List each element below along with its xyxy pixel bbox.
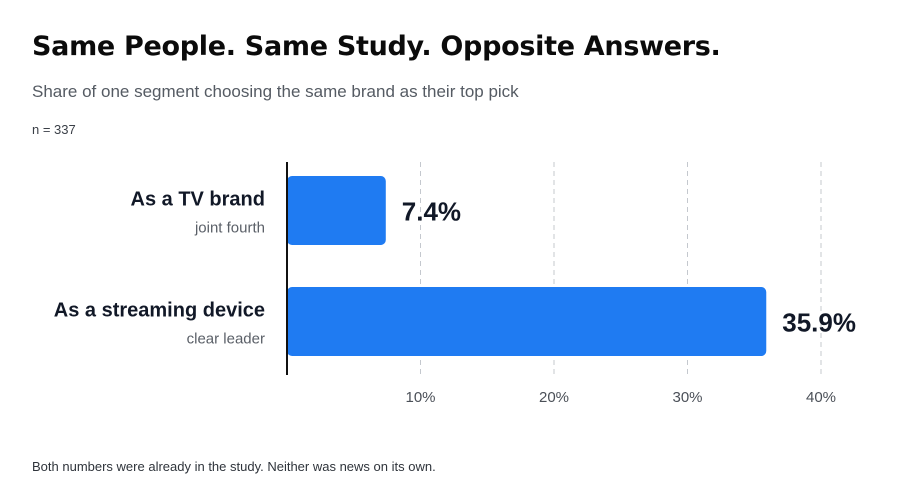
x-tick-label: 40%	[806, 389, 836, 406]
x-tick-label: 30%	[672, 389, 702, 406]
sample-size: n = 337	[32, 122, 76, 137]
bar	[287, 287, 767, 356]
value-label: 35.9%	[782, 308, 856, 338]
x-tick-label: 10%	[405, 389, 435, 406]
category-label: As a TV brand	[131, 189, 265, 211]
x-tick-label: 20%	[539, 389, 569, 406]
footnote: Both numbers were already in the study. …	[32, 459, 436, 474]
bar	[287, 176, 386, 245]
value-label: 7.4%	[402, 197, 461, 227]
chart-subtitle: Share of one segment choosing the same b…	[32, 82, 519, 101]
chart-title: Same People. Same Study. Opposite Answer…	[32, 31, 721, 62]
category-label: As a streaming device	[54, 300, 265, 322]
category-note: joint fourth	[194, 220, 265, 237]
category-note: clear leader	[187, 331, 265, 348]
